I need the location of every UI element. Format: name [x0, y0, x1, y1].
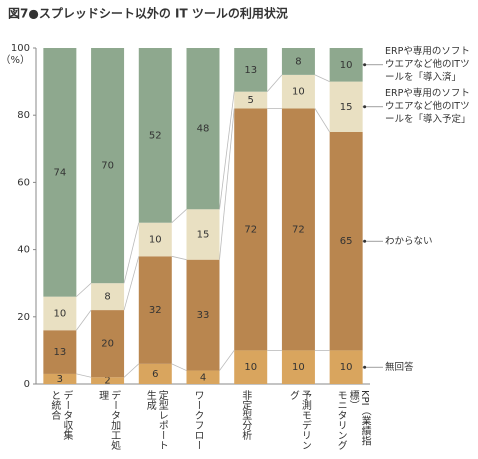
bar-segment — [138, 222, 172, 257]
value-label: 13 — [53, 347, 66, 358]
bar-segment — [281, 350, 315, 384]
bar-segment — [281, 74, 315, 109]
value-label: 70 — [101, 161, 114, 172]
x-tick-label: KPI（業績指標） モニタリング — [335, 390, 371, 450]
value-label: 72 — [244, 224, 257, 235]
y-tick-label: 60 — [17, 177, 30, 188]
bar-segment — [186, 259, 220, 371]
bar-segment — [234, 108, 268, 351]
legend-label: 無回答 — [385, 361, 414, 373]
connector — [76, 373, 92, 378]
value-label: 10 — [53, 308, 66, 319]
value-label: 2 — [104, 376, 110, 387]
connector — [171, 208, 187, 224]
value-label: 13 — [244, 65, 257, 76]
value-label: 4 — [200, 372, 206, 383]
bar-segment — [91, 377, 125, 384]
connector — [219, 91, 235, 210]
value-label: 48 — [197, 124, 210, 135]
value-label: 15 — [197, 229, 210, 240]
bar-segment — [329, 350, 363, 384]
value-label: 10 — [340, 60, 353, 71]
legend-label: わからない — [385, 235, 433, 247]
chart-title: 図7●スプレッドシート以外の IT ツールの利用状況 — [8, 6, 288, 21]
value-label: 10 — [292, 87, 305, 98]
value-label: 8 — [104, 292, 110, 303]
bar-segment — [91, 48, 125, 284]
bar-segment — [329, 48, 363, 82]
bar-segment — [138, 363, 172, 384]
connector — [314, 74, 330, 82]
value-label: 10 — [292, 362, 305, 373]
connector — [76, 282, 92, 297]
x-tick-label: データ収集 と統合 — [48, 390, 72, 440]
connector — [76, 309, 92, 331]
x-tick-label: ワークフロー — [192, 390, 203, 450]
connector — [123, 363, 140, 378]
bar-segment — [329, 132, 363, 351]
x-tick-label: 定型レポート 生成 — [144, 390, 168, 450]
bar-segment — [43, 296, 77, 331]
x-tick-label: 非定型分析 — [239, 390, 251, 440]
x-tick-label: 予測モデリング — [287, 390, 311, 450]
bar-segment — [138, 48, 172, 223]
y-tick-label: 0 — [24, 379, 30, 390]
connector — [266, 74, 283, 92]
y-unit: （%） — [0, 54, 30, 66]
legend-label: ERPや専用のソフトウエアなど他のITツールを「導入済」 — [385, 46, 470, 84]
bar-segment — [138, 256, 172, 364]
x-tick-label: データ加工処理 — [96, 390, 120, 450]
bar-segment — [234, 350, 268, 384]
value-label: 15 — [340, 102, 353, 113]
bar-segment — [43, 373, 77, 384]
bar-segment — [186, 370, 220, 384]
value-label: 52 — [149, 130, 162, 141]
legend-dot — [363, 239, 367, 243]
legend-dot — [363, 105, 367, 109]
bar-segment — [43, 48, 77, 297]
legend-label: ERPや専用のソフトウエアなど他のITツールを「導入予定」 — [385, 88, 471, 126]
value-label: 3 — [57, 374, 63, 385]
bar-segment — [186, 209, 220, 260]
bar-segment — [234, 48, 268, 92]
value-label: 33 — [197, 310, 210, 321]
y-tick-label: 40 — [17, 245, 30, 256]
bar-segment — [281, 48, 315, 75]
connector — [219, 108, 235, 260]
value-label: 20 — [101, 339, 114, 350]
bar-segment — [234, 91, 268, 109]
y-tick-label: 100 — [11, 43, 30, 54]
value-label: 6 — [152, 369, 158, 380]
connector — [171, 363, 187, 371]
connector — [314, 108, 330, 133]
bar-segment — [329, 81, 363, 132]
y-tick-label: 20 — [17, 312, 30, 323]
bar-segment — [91, 310, 125, 378]
value-label: 72 — [292, 224, 305, 235]
connector — [123, 256, 140, 311]
bar-segment — [186, 48, 220, 210]
value-label: 10 — [340, 362, 353, 373]
bar-segment — [43, 330, 77, 374]
y-tick-label: 80 — [17, 110, 30, 121]
connector — [171, 255, 187, 261]
legend-dot — [363, 63, 367, 67]
value-label: 10 — [149, 235, 162, 246]
value-label: 65 — [340, 236, 353, 247]
connector — [123, 222, 140, 284]
connector — [219, 350, 235, 371]
value-label: 32 — [149, 305, 162, 316]
bar-segment — [281, 108, 315, 351]
legend-dot — [363, 365, 367, 369]
value-label: 10 — [244, 362, 257, 373]
value-label: 5 — [248, 95, 254, 106]
value-label: 8 — [295, 56, 301, 67]
value-label: 74 — [53, 167, 66, 178]
bar-segment — [91, 283, 125, 311]
